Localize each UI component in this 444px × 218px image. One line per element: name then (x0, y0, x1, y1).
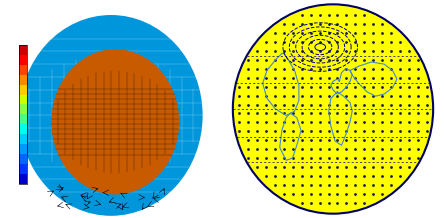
Ellipse shape (109, 113, 113, 118)
Ellipse shape (65, 65, 157, 166)
Ellipse shape (92, 96, 138, 148)
Ellipse shape (95, 98, 127, 133)
Ellipse shape (103, 107, 128, 136)
Bar (20, 154, 27, 164)
Ellipse shape (95, 99, 136, 145)
Ellipse shape (60, 60, 162, 171)
Ellipse shape (49, 48, 173, 183)
Bar (20, 164, 27, 174)
Ellipse shape (33, 30, 189, 201)
Ellipse shape (47, 45, 175, 186)
Ellipse shape (52, 50, 170, 181)
Ellipse shape (63, 63, 159, 168)
Ellipse shape (64, 64, 166, 180)
Ellipse shape (72, 72, 159, 171)
Ellipse shape (44, 43, 178, 188)
Ellipse shape (84, 87, 146, 157)
Bar (20, 114, 27, 124)
Bar (20, 45, 27, 55)
Ellipse shape (22, 17, 200, 213)
Ellipse shape (90, 93, 141, 151)
Ellipse shape (97, 100, 125, 130)
Bar (20, 134, 27, 144)
Ellipse shape (97, 102, 133, 142)
Ellipse shape (59, 58, 171, 186)
Ellipse shape (100, 104, 131, 139)
Ellipse shape (99, 103, 123, 128)
Ellipse shape (77, 78, 154, 165)
Ellipse shape (107, 113, 123, 131)
Ellipse shape (113, 119, 118, 125)
Ellipse shape (62, 61, 169, 183)
Ellipse shape (81, 83, 141, 148)
Bar (20, 124, 27, 134)
Ellipse shape (110, 116, 120, 128)
Ellipse shape (31, 27, 191, 203)
Ellipse shape (86, 88, 136, 143)
Ellipse shape (42, 40, 180, 191)
Ellipse shape (93, 95, 129, 136)
Ellipse shape (105, 110, 126, 133)
Ellipse shape (26, 22, 196, 208)
Ellipse shape (104, 108, 118, 123)
Ellipse shape (54, 53, 168, 178)
Bar (20, 75, 27, 85)
Ellipse shape (24, 20, 198, 211)
Bar (20, 45, 27, 184)
Ellipse shape (67, 68, 155, 163)
Ellipse shape (72, 73, 150, 158)
Bar (20, 95, 27, 104)
Ellipse shape (74, 75, 148, 156)
Bar (20, 104, 27, 114)
Ellipse shape (82, 84, 148, 160)
Ellipse shape (52, 49, 179, 194)
Ellipse shape (28, 25, 194, 206)
Ellipse shape (79, 80, 143, 151)
Bar (20, 85, 27, 95)
Ellipse shape (107, 110, 115, 120)
Ellipse shape (88, 90, 134, 141)
Ellipse shape (38, 35, 184, 196)
Bar (20, 144, 27, 154)
Ellipse shape (77, 78, 145, 153)
Ellipse shape (91, 93, 131, 138)
Ellipse shape (56, 55, 166, 176)
Ellipse shape (58, 58, 164, 173)
Ellipse shape (69, 70, 161, 174)
Ellipse shape (79, 81, 151, 162)
Ellipse shape (87, 90, 143, 154)
Bar (20, 65, 27, 75)
Ellipse shape (67, 67, 164, 177)
Ellipse shape (70, 70, 152, 161)
Ellipse shape (40, 37, 182, 193)
Bar (20, 174, 27, 184)
Ellipse shape (56, 55, 174, 189)
Ellipse shape (233, 4, 433, 214)
Ellipse shape (36, 32, 186, 198)
Ellipse shape (102, 105, 120, 125)
Bar (20, 55, 27, 65)
Ellipse shape (83, 85, 139, 146)
Ellipse shape (54, 52, 177, 192)
Ellipse shape (74, 75, 156, 168)
Ellipse shape (20, 15, 202, 216)
